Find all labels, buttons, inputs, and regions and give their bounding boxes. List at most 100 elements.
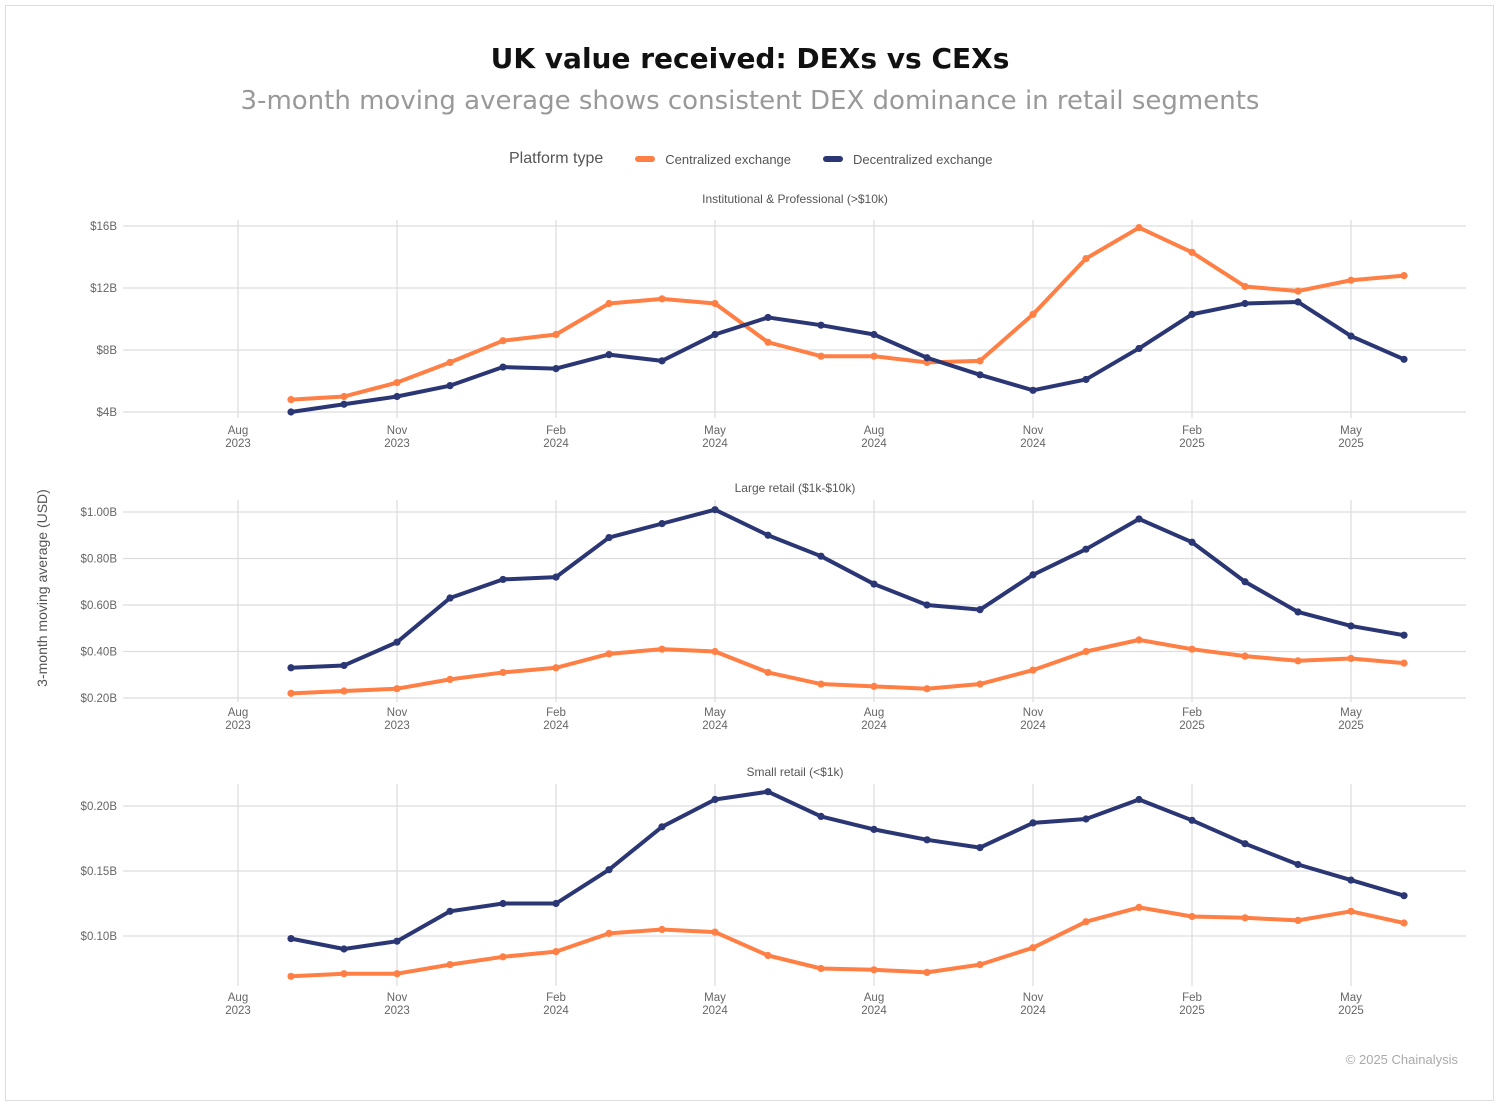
data-point-cex[interactable]: [870, 682, 878, 690]
data-point-dex[interactable]: [287, 408, 295, 416]
data-point-dex[interactable]: [446, 594, 454, 602]
data-point-cex[interactable]: [287, 972, 295, 980]
data-point-dex[interactable]: [1400, 355, 1408, 363]
data-point-dex[interactable]: [499, 899, 507, 908]
data-point-cex[interactable]: [1082, 647, 1090, 656]
data-point-dex[interactable]: [870, 580, 878, 588]
data-point-dex[interactable]: [1188, 310, 1196, 318]
data-point-cex[interactable]: [1241, 914, 1249, 922]
legend-item-cex[interactable]: Centralized exchange: [635, 152, 791, 167]
data-point-dex[interactable]: [1029, 819, 1037, 827]
data-point-dex[interactable]: [1347, 622, 1355, 630]
data-point-cex[interactable]: [1294, 287, 1302, 295]
data-point-cex[interactable]: [976, 357, 984, 365]
data-point-cex[interactable]: [1188, 645, 1196, 653]
data-point-dex[interactable]: [1188, 538, 1196, 546]
data-point-dex[interactable]: [1294, 298, 1302, 306]
data-point-cex[interactable]: [1135, 223, 1143, 232]
data-point-dex[interactable]: [1029, 571, 1037, 579]
data-point-dex[interactable]: [446, 382, 454, 390]
data-point-dex[interactable]: [1241, 840, 1249, 848]
data-point-dex[interactable]: [1188, 816, 1196, 824]
data-point-dex[interactable]: [1082, 375, 1090, 384]
data-point-dex[interactable]: [711, 330, 719, 339]
data-point-cex[interactable]: [287, 396, 295, 404]
data-point-cex[interactable]: [1188, 912, 1196, 921]
data-point-dex[interactable]: [1082, 545, 1090, 553]
data-point-cex[interactable]: [711, 928, 719, 936]
data-point-dex[interactable]: [764, 531, 772, 539]
data-point-cex[interactable]: [393, 685, 401, 693]
data-point-dex[interactable]: [499, 575, 507, 584]
data-point-dex[interactable]: [1241, 578, 1249, 586]
data-point-dex[interactable]: [340, 400, 348, 408]
data-point-cex[interactable]: [1082, 918, 1090, 926]
data-point-dex[interactable]: [923, 354, 931, 362]
data-point-cex[interactable]: [552, 948, 560, 956]
data-point-cex[interactable]: [764, 338, 772, 346]
data-point-cex[interactable]: [605, 650, 613, 658]
data-point-dex[interactable]: [605, 533, 613, 542]
data-point-dex[interactable]: [393, 638, 401, 646]
data-point-cex[interactable]: [340, 392, 348, 401]
data-point-dex[interactable]: [1400, 892, 1408, 900]
data-point-dex[interactable]: [711, 506, 719, 514]
data-point-dex[interactable]: [446, 907, 454, 915]
data-point-cex[interactable]: [817, 680, 825, 688]
data-point-dex[interactable]: [552, 899, 560, 908]
data-point-cex[interactable]: [1241, 282, 1249, 291]
data-point-dex[interactable]: [552, 573, 560, 581]
data-point-dex[interactable]: [1294, 608, 1302, 616]
data-point-dex[interactable]: [923, 836, 931, 844]
data-point-dex[interactable]: [552, 365, 560, 373]
data-point-cex[interactable]: [1135, 636, 1143, 644]
data-point-dex[interactable]: [1135, 795, 1143, 804]
data-point-cex[interactable]: [1029, 666, 1037, 674]
data-point-cex[interactable]: [393, 970, 401, 978]
data-point-dex[interactable]: [764, 788, 772, 796]
data-point-cex[interactable]: [976, 961, 984, 969]
data-point-cex[interactable]: [1400, 272, 1408, 280]
data-point-cex[interactable]: [817, 964, 825, 973]
data-point-cex[interactable]: [1347, 654, 1355, 663]
data-point-cex[interactable]: [817, 352, 825, 360]
data-point-dex[interactable]: [1294, 860, 1302, 869]
data-point-dex[interactable]: [287, 664, 295, 672]
data-point-dex[interactable]: [817, 812, 825, 821]
data-point-dex[interactable]: [711, 795, 719, 804]
data-point-cex[interactable]: [976, 680, 984, 688]
data-point-cex[interactable]: [711, 299, 719, 308]
data-point-dex[interactable]: [393, 937, 401, 945]
data-point-cex[interactable]: [1241, 652, 1249, 660]
data-point-cex[interactable]: [446, 675, 454, 684]
data-point-dex[interactable]: [340, 661, 348, 670]
data-point-dex[interactable]: [658, 357, 666, 365]
data-point-dex[interactable]: [976, 606, 984, 614]
data-point-dex[interactable]: [870, 330, 878, 339]
data-point-cex[interactable]: [552, 664, 560, 672]
data-point-cex[interactable]: [1029, 310, 1037, 318]
legend-item-dex[interactable]: Decentralized exchange: [823, 152, 993, 167]
data-point-dex[interactable]: [1347, 876, 1355, 884]
data-point-cex[interactable]: [1294, 916, 1302, 925]
data-point-cex[interactable]: [870, 352, 878, 360]
data-point-cex[interactable]: [1294, 657, 1302, 665]
data-point-dex[interactable]: [658, 520, 666, 528]
data-point-cex[interactable]: [711, 647, 719, 656]
data-point-cex[interactable]: [1135, 903, 1143, 912]
data-point-cex[interactable]: [287, 689, 295, 697]
data-point-dex[interactable]: [817, 552, 825, 560]
data-point-cex[interactable]: [658, 645, 666, 653]
data-point-cex[interactable]: [658, 925, 666, 934]
data-point-dex[interactable]: [1029, 386, 1037, 394]
data-point-cex[interactable]: [1082, 254, 1090, 263]
data-point-cex[interactable]: [870, 966, 878, 974]
data-point-dex[interactable]: [1082, 815, 1090, 823]
data-point-cex[interactable]: [340, 687, 348, 695]
data-point-cex[interactable]: [499, 337, 507, 345]
data-point-cex[interactable]: [1400, 659, 1408, 667]
data-point-dex[interactable]: [1400, 631, 1408, 639]
data-point-cex[interactable]: [446, 961, 454, 969]
data-point-cex[interactable]: [658, 295, 666, 303]
data-point-cex[interactable]: [605, 929, 613, 938]
